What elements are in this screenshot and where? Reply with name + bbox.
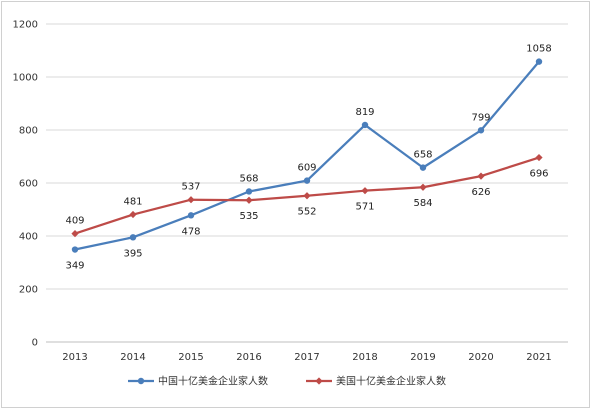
data-label: 395	[123, 248, 142, 259]
data-label: 584	[413, 198, 432, 209]
data-point	[535, 58, 543, 65]
data-label: 658	[413, 150, 432, 161]
y-tick-label: 200	[19, 285, 38, 296]
data-point	[361, 121, 369, 129]
legend-marker	[137, 377, 145, 385]
data-point	[477, 127, 485, 134]
x-tick-label: 2017	[294, 352, 319, 363]
data-point	[245, 188, 253, 195]
data-point	[303, 192, 311, 200]
data-point	[303, 177, 311, 184]
y-tick-label: 400	[19, 232, 38, 243]
axes: 0 200 400 600 800 1000 1200 2013 2014 2015 2016 201…	[13, 20, 568, 363]
data-point	[361, 187, 369, 195]
data-label: 481	[123, 197, 142, 208]
data-point	[129, 234, 137, 241]
data-point	[71, 230, 79, 238]
data-label: 552	[297, 207, 316, 218]
data-point	[477, 172, 485, 180]
data-label: 626	[471, 187, 490, 198]
series-lines	[71, 58, 543, 253]
data-label: 571	[355, 202, 374, 213]
data-point	[187, 196, 195, 204]
y-tick-label: 0	[32, 338, 38, 349]
data-point	[245, 196, 253, 204]
legend-marker	[315, 377, 323, 385]
data-point	[187, 212, 195, 219]
data-label: 819	[355, 107, 374, 118]
data-labels: 349 395 478 568 609 819 658 799 1058 409 481 537 535…	[65, 44, 551, 272]
data-label: 696	[529, 169, 548, 180]
data-point	[535, 153, 543, 162]
x-tick-label: 2015	[178, 352, 203, 363]
y-tick-label: 800	[19, 126, 38, 137]
y-tick-label: 1200	[13, 20, 38, 31]
legend-label: 中国十亿美金企业家人数	[158, 375, 268, 388]
x-tick-label: 2018	[352, 352, 377, 363]
data-point	[71, 246, 79, 253]
data-label: 799	[471, 112, 490, 123]
data-label: 568	[239, 173, 258, 184]
data-label: 409	[65, 216, 84, 227]
data-label: 537	[181, 182, 200, 193]
x-tick-label: 2014	[120, 352, 145, 363]
y-tick-label: 1000	[13, 73, 38, 84]
x-tick-label: 2013	[62, 352, 87, 363]
data-label: 535	[239, 211, 258, 222]
data-point	[129, 210, 137, 219]
y-tick-label: 600	[19, 179, 38, 190]
data-point	[419, 164, 427, 171]
legend-label: 美国十亿美金企业家人数	[336, 375, 446, 388]
data-label: 349	[65, 261, 84, 272]
series-line-0	[74, 60, 540, 251]
x-tick-label: 2021	[526, 352, 551, 363]
x-tick-label: 2020	[468, 352, 493, 363]
legend: 中国十亿美金企业家人数 美国十亿美金企业家人数	[128, 375, 446, 388]
data-label: 609	[297, 163, 316, 174]
data-label: 1058	[526, 44, 551, 55]
data-point	[419, 183, 427, 191]
x-tick-label: 2019	[410, 352, 435, 363]
x-tick-label: 2016	[236, 352, 261, 363]
data-label: 478	[181, 226, 200, 237]
